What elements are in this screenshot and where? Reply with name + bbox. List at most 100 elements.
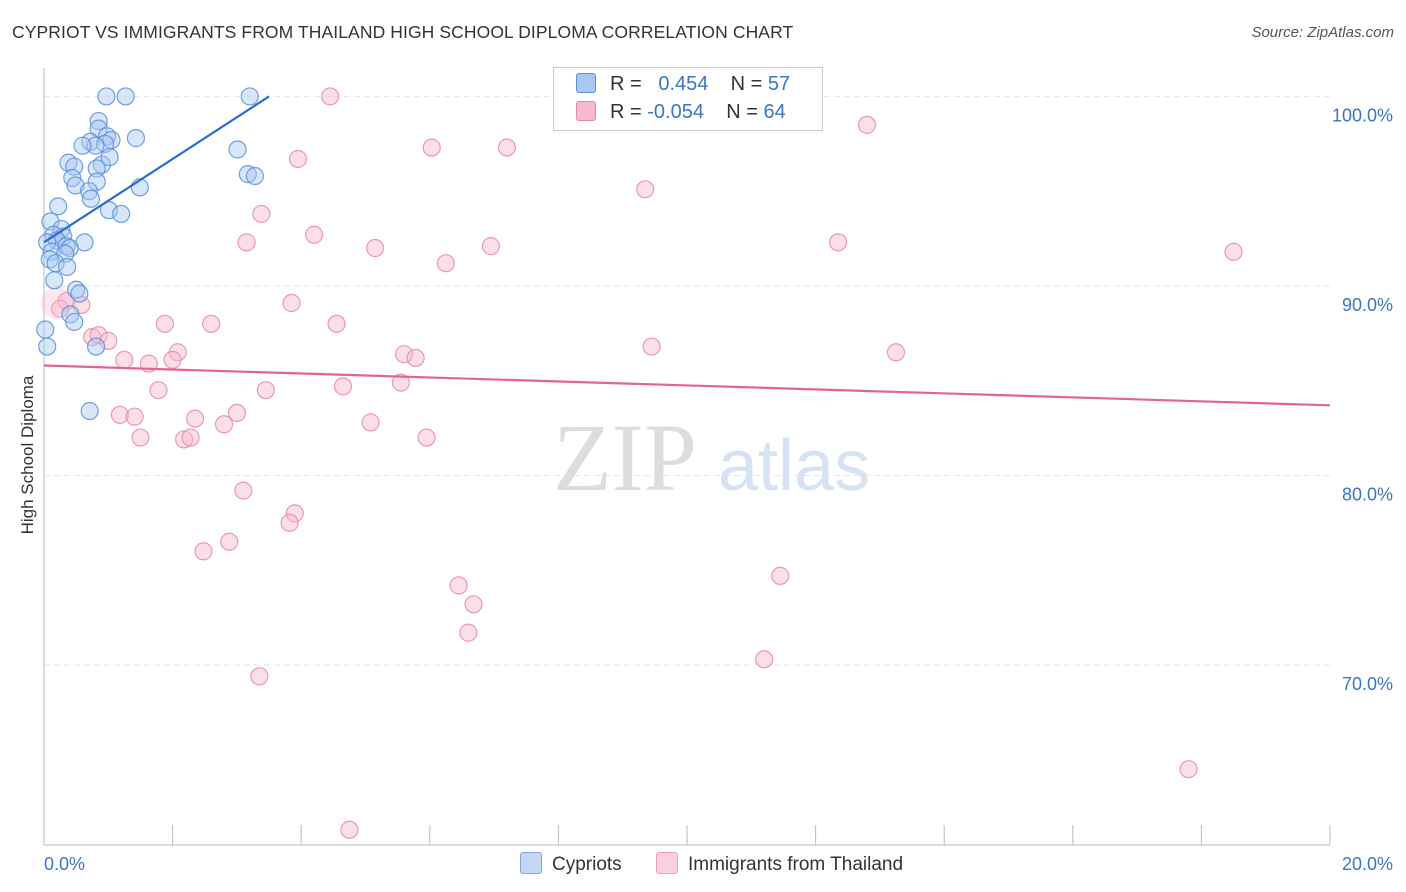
y-tick-label: 90.0% [1342, 295, 1393, 315]
thailand-point [481, 237, 500, 256]
thailand-point [327, 314, 346, 333]
cypriot-point [66, 176, 85, 195]
thailand-point [636, 180, 655, 199]
legend-r-label: R = [610, 73, 642, 95]
cypriot-point [116, 87, 135, 106]
chart-title: CYPRIOT VS IMMIGRANTS FROM THAILAND HIGH… [12, 22, 794, 42]
cypriot-point [86, 136, 105, 155]
thailand-point [285, 504, 304, 523]
cypriot-point [89, 111, 108, 131]
thailand-point [50, 299, 70, 318]
series-legend-cypriots-label: Cypriots [552, 854, 622, 875]
thailand-point [186, 409, 205, 428]
thailand-point [125, 407, 144, 426]
legend-n-label: N = [730, 73, 763, 95]
thailand-point [755, 650, 774, 669]
correlation-legend: R = 0.454 N = 57 R = -0.054 N = 64 [553, 67, 823, 131]
thailand-point [131, 428, 150, 447]
thailand-point [234, 481, 253, 500]
cypriot-point [70, 284, 89, 303]
legend-row-thailand: R = -0.054 N = 64 [576, 101, 786, 127]
legend-r-value-thailand: -0.054 [647, 101, 704, 123]
legend-n-value-thailand: 64 [763, 101, 786, 123]
thailand-point [1179, 760, 1198, 779]
cypriot-point [38, 337, 57, 356]
thailand-point [829, 233, 848, 252]
cypriot-point [81, 189, 101, 208]
series-legend-thailand-label: Immigrants from Thailand [688, 854, 904, 875]
cypriots-trend-line [43, 95, 270, 244]
chart-source: Source: ZipAtlas.com [1251, 24, 1394, 41]
watermark-zip: ZIP [553, 404, 697, 511]
cypriot-point [45, 271, 64, 290]
thailand-point [288, 149, 308, 169]
legend-r-value-cypriots: 0.454 [658, 73, 709, 95]
cypriot-point [79, 182, 99, 201]
thailand-point [771, 566, 790, 585]
cypriot-point [87, 159, 106, 178]
thailand-point [110, 405, 129, 424]
series-legend-cypriots: Cypriots [520, 852, 622, 876]
cypriot-point [228, 140, 247, 159]
cypriot-point [97, 87, 116, 106]
thailand-point [237, 233, 256, 252]
thailand-point [417, 428, 436, 447]
thailand-point [406, 348, 425, 368]
thailand-point [280, 513, 299, 532]
cypriot-point [112, 204, 131, 224]
thailand-point [886, 343, 906, 362]
thailand-point [175, 430, 194, 449]
cypriot-point [36, 320, 55, 339]
thailand-trend-line [43, 364, 1331, 407]
cypriot-point [58, 257, 77, 277]
x-tick-label-min: 0.0% [44, 854, 85, 874]
legend-n-value-cypriots: 57 [767, 73, 791, 95]
thailand-point [89, 326, 108, 345]
y-tick-label: 70.0% [1342, 674, 1393, 694]
thailand-point [1224, 242, 1243, 261]
thailand-point [304, 225, 324, 244]
thailand-point [366, 238, 385, 258]
thailand-point [333, 377, 353, 396]
cypriot-point [42, 242, 61, 261]
thailand-swatch-icon [576, 101, 596, 121]
thailand-point [256, 381, 275, 400]
cypriot-point [49, 197, 68, 216]
cypriot-point [245, 166, 265, 186]
cypriots-swatch-icon [576, 73, 596, 93]
thailand-point [155, 314, 174, 333]
cypriot-point [65, 312, 84, 332]
legend-r-label: R = [610, 101, 642, 123]
thailand-point [149, 381, 168, 400]
cypriot-point [86, 337, 106, 356]
thailand-point [642, 337, 661, 356]
cypriot-point [65, 157, 84, 176]
thailand-point [497, 138, 517, 157]
thailand-point [449, 576, 468, 595]
series-legend-thailand: Immigrants from Thailand [656, 852, 903, 876]
legend-n-label: N = [726, 101, 758, 123]
cypriots-legend-swatch-icon [520, 852, 542, 874]
cypriot-point [126, 129, 146, 148]
cypriot-point [80, 401, 99, 421]
thailand-point [202, 314, 221, 333]
thailand-point [115, 350, 134, 369]
y-tick-label: 80.0% [1342, 484, 1393, 504]
thailand-point [220, 532, 239, 551]
cypriot-point [87, 172, 106, 191]
y-tick-label: 100.0% [1332, 105, 1393, 125]
thailand-point [252, 204, 271, 224]
legend-row-cypriots: R = 0.454 N = 57 [576, 73, 790, 99]
thailand-point [391, 373, 410, 392]
cypriot-point [100, 147, 119, 167]
thailand-point [194, 542, 213, 561]
thailand-point-cluster [40, 286, 73, 319]
thailand-point [282, 293, 301, 313]
thailand-point [227, 403, 246, 423]
thailand-point [340, 820, 359, 839]
watermark-atlas: atlas [718, 426, 870, 506]
thailand-point [436, 254, 455, 273]
thailand-point [857, 115, 877, 134]
x-tick-label-max: 20.0% [1342, 854, 1393, 874]
